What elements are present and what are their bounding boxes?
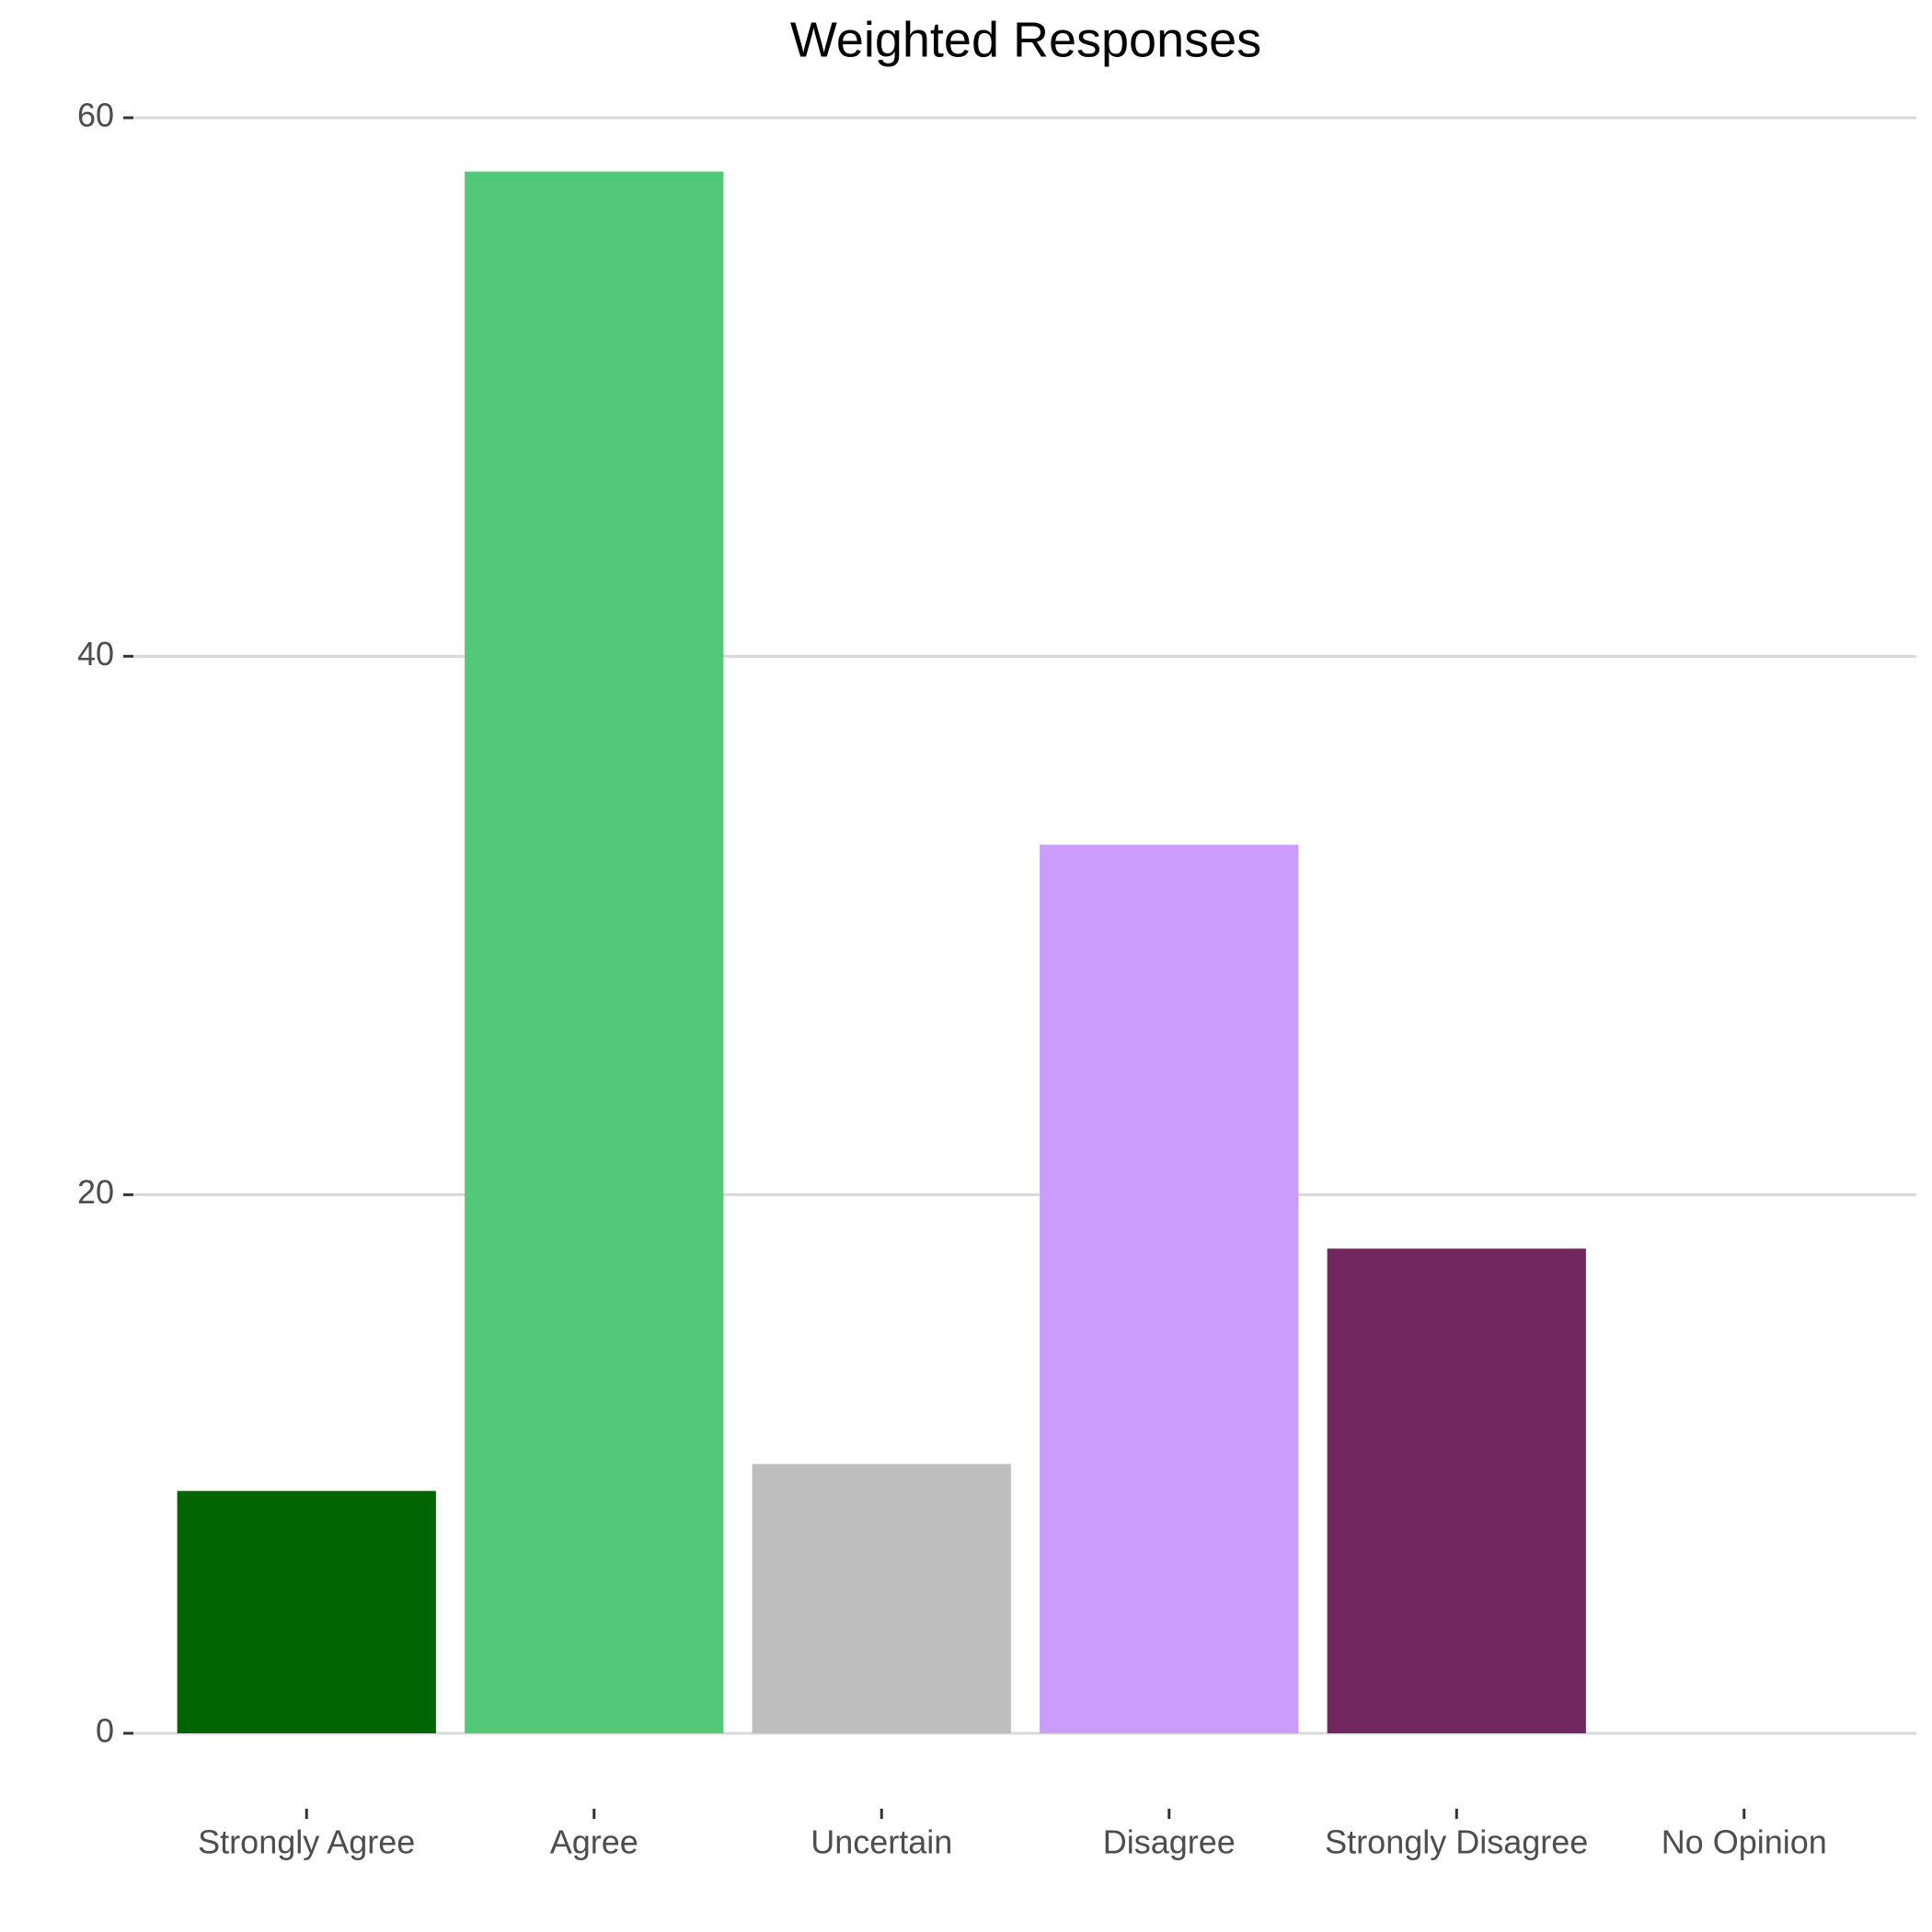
x-tick-label: No Opinion [1662,1823,1827,1861]
bar [177,1490,436,1733]
bar [1040,845,1299,1733]
y-tick-label: 60 [77,97,114,134]
x-tick-label: Strongly Agree [198,1823,415,1861]
y-tick-label: 0 [96,1712,114,1750]
bar [465,171,724,1734]
bar [752,1464,1011,1733]
x-tick-label: Disagree [1103,1823,1236,1861]
x-tick-label: Uncertain [811,1823,952,1861]
bar [1327,1248,1586,1733]
x-tick-label: Agree [550,1823,638,1861]
y-tick-label: 20 [77,1173,114,1211]
y-tick-label: 40 [77,635,114,673]
x-tick-label: Strongly Disagree [1325,1823,1588,1861]
chart-title: Weighted Responses [790,12,1261,67]
